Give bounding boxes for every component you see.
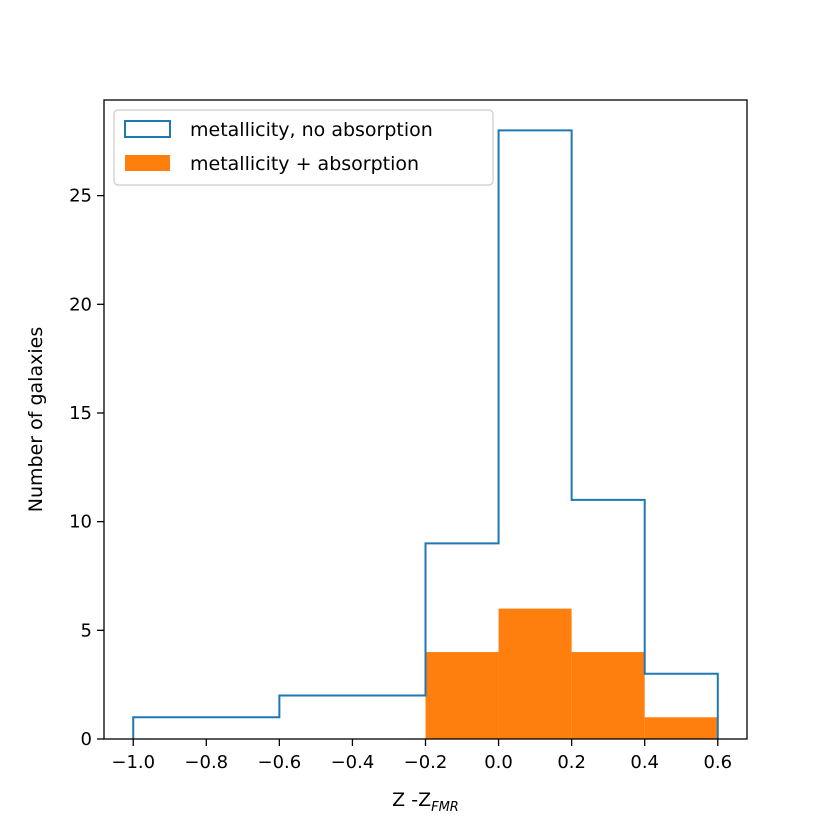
y-tick-label: 20 — [69, 294, 92, 315]
legend-swatch-no-absorption — [124, 120, 171, 138]
x-tick-label: 0.0 — [484, 752, 513, 773]
y-tick-label: 5 — [81, 620, 92, 641]
y-tick-label: 0 — [81, 729, 92, 750]
x-tick-label: −0.4 — [331, 752, 375, 773]
x-axis-label: Z -ZFMR — [392, 789, 459, 815]
legend-label-absorption: metallicity + absorption — [190, 153, 419, 175]
x-axis-label-main: Z -Z — [392, 789, 431, 811]
y-tick-label: 25 — [69, 186, 92, 207]
legend-box — [113, 109, 494, 186]
absorption-bar — [498, 608, 572, 739]
absorption-bar — [425, 652, 499, 739]
no-absorption-step-line — [132, 129, 719, 739]
legend: metallicity, no absorption metallicity +… — [113, 109, 494, 186]
y-axis-label: Number of galaxies — [25, 327, 47, 512]
absorption-bar — [571, 652, 645, 739]
x-tick-label: 0.6 — [703, 752, 732, 773]
x-axis-label-subscript: FMR — [431, 800, 459, 815]
y-axis-ticks: 0 5 10 15 20 25 — [69, 186, 104, 750]
x-tick-label: −0.2 — [404, 752, 448, 773]
legend-swatch-absorption — [125, 155, 170, 171]
x-tick-label: −1.0 — [111, 752, 155, 773]
x-axis-ticks: −1.0 −0.8 −0.6 −0.4 −0.2 0.0 0.2 0.4 0.6 — [111, 739, 732, 773]
absorption-bar — [644, 717, 718, 739]
x-tick-label: 0.2 — [557, 752, 586, 773]
x-tick-label: 0.4 — [630, 752, 659, 773]
x-tick-label: −0.6 — [258, 752, 302, 773]
absorption-bars — [425, 608, 718, 739]
legend-label-no-absorption: metallicity, no absorption — [190, 119, 433, 141]
y-tick-label: 15 — [69, 403, 92, 424]
y-tick-label: 10 — [69, 512, 92, 533]
x-tick-label: −0.8 — [184, 752, 228, 773]
